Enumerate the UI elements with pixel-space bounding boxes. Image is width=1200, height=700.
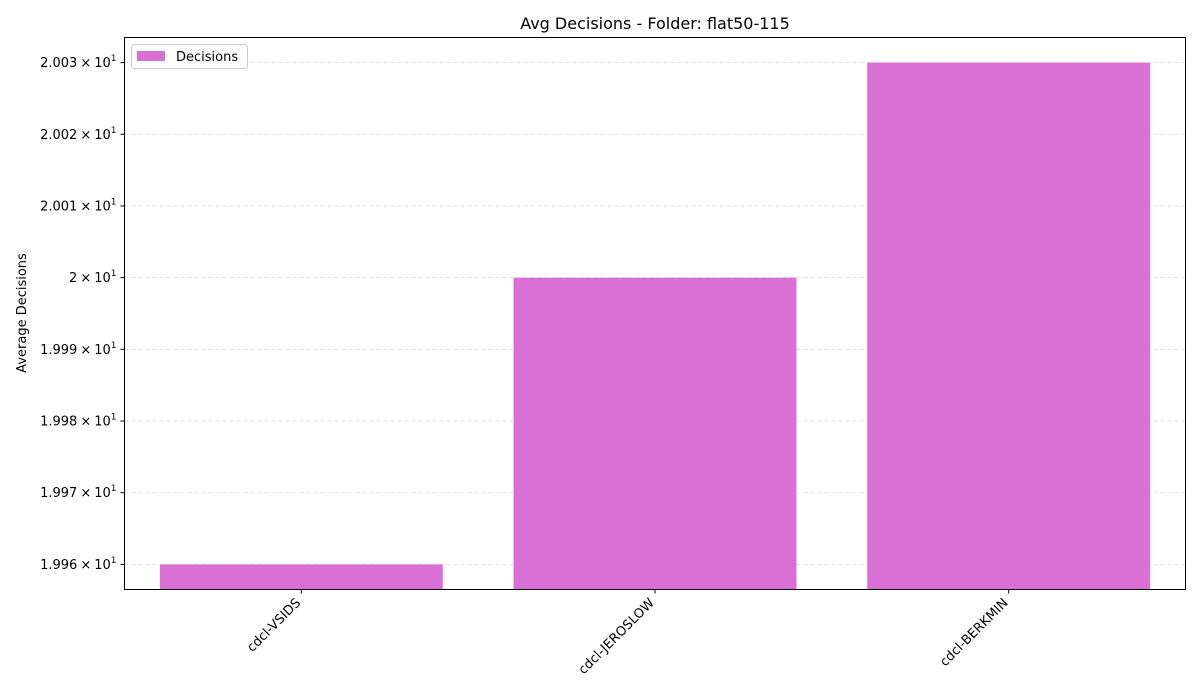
y-tick-label: 2.002 × 101 xyxy=(40,126,116,143)
legend-label: Decisions xyxy=(176,50,238,65)
y-tick-mantissa: 2.002 xyxy=(40,128,77,143)
y-tick-mantissa: 1.999 xyxy=(40,343,77,358)
y-axis-label: Average Decisions xyxy=(15,253,30,373)
y-tick-label: 2.003 × 101 xyxy=(40,54,116,71)
bar-cdcl-vsids xyxy=(159,564,443,590)
y-tick-label: 2 × 101 xyxy=(69,269,116,286)
y-tick-exponent: 1 xyxy=(111,54,117,64)
y-tick-label: 1.999 × 101 xyxy=(40,341,116,358)
y-tick-times: × xyxy=(80,558,91,573)
y-tick-base: 10 xyxy=(94,128,111,143)
y-tick-base: 10 xyxy=(94,343,111,358)
y-tick-mantissa: 1.997 xyxy=(40,486,77,501)
y-tick-exponent: 1 xyxy=(111,413,117,423)
y-tick-mantissa: 2.003 xyxy=(40,56,77,71)
y-tick-label: 1.996 × 101 xyxy=(40,556,116,573)
y-tick-exponent: 1 xyxy=(111,126,117,136)
y-tick-exponent: 1 xyxy=(111,197,117,207)
y-tick-base: 10 xyxy=(94,199,111,214)
y-tick-exponent: 1 xyxy=(111,484,117,494)
y-tick-exponent: 1 xyxy=(111,341,117,351)
y-tick-exponent: 1 xyxy=(111,269,117,279)
y-tick-base: 10 xyxy=(94,558,111,573)
y-tick-times: × xyxy=(80,343,91,358)
y-tick-times: × xyxy=(80,486,91,501)
legend: Decisions xyxy=(131,44,248,69)
y-tick-exponent: 1 xyxy=(111,556,117,566)
y-tick-times: × xyxy=(80,199,91,214)
y-tick-mantissa: 2 xyxy=(69,271,77,286)
y-tick-base: 10 xyxy=(94,486,111,501)
bar-cdcl-berkmin xyxy=(867,62,1151,590)
y-tick-base: 10 xyxy=(94,415,111,430)
y-tick-label: 2.001 × 101 xyxy=(40,197,116,214)
legend-swatch xyxy=(137,51,165,61)
y-tick-mantissa: 1.996 xyxy=(40,558,77,573)
y-tick-label: 1.998 × 101 xyxy=(40,413,116,430)
bar-cdcl-jeroslow xyxy=(513,277,797,590)
legend-box xyxy=(131,44,248,69)
bars xyxy=(159,62,1151,590)
y-tick-mantissa: 1.998 xyxy=(40,415,77,430)
y-tick-base: 10 xyxy=(94,271,111,286)
y-tick-times: × xyxy=(80,415,91,430)
y-tick-mantissa: 2.001 xyxy=(40,199,77,214)
y-tick-times: × xyxy=(80,271,91,286)
y-tick-base: 10 xyxy=(94,56,111,71)
y-tick-label: 1.997 × 101 xyxy=(40,484,116,501)
chart-title: Avg Decisions - Folder: flat50-115 xyxy=(520,14,790,33)
y-tick-times: × xyxy=(80,56,91,71)
y-tick-times: × xyxy=(80,128,91,143)
